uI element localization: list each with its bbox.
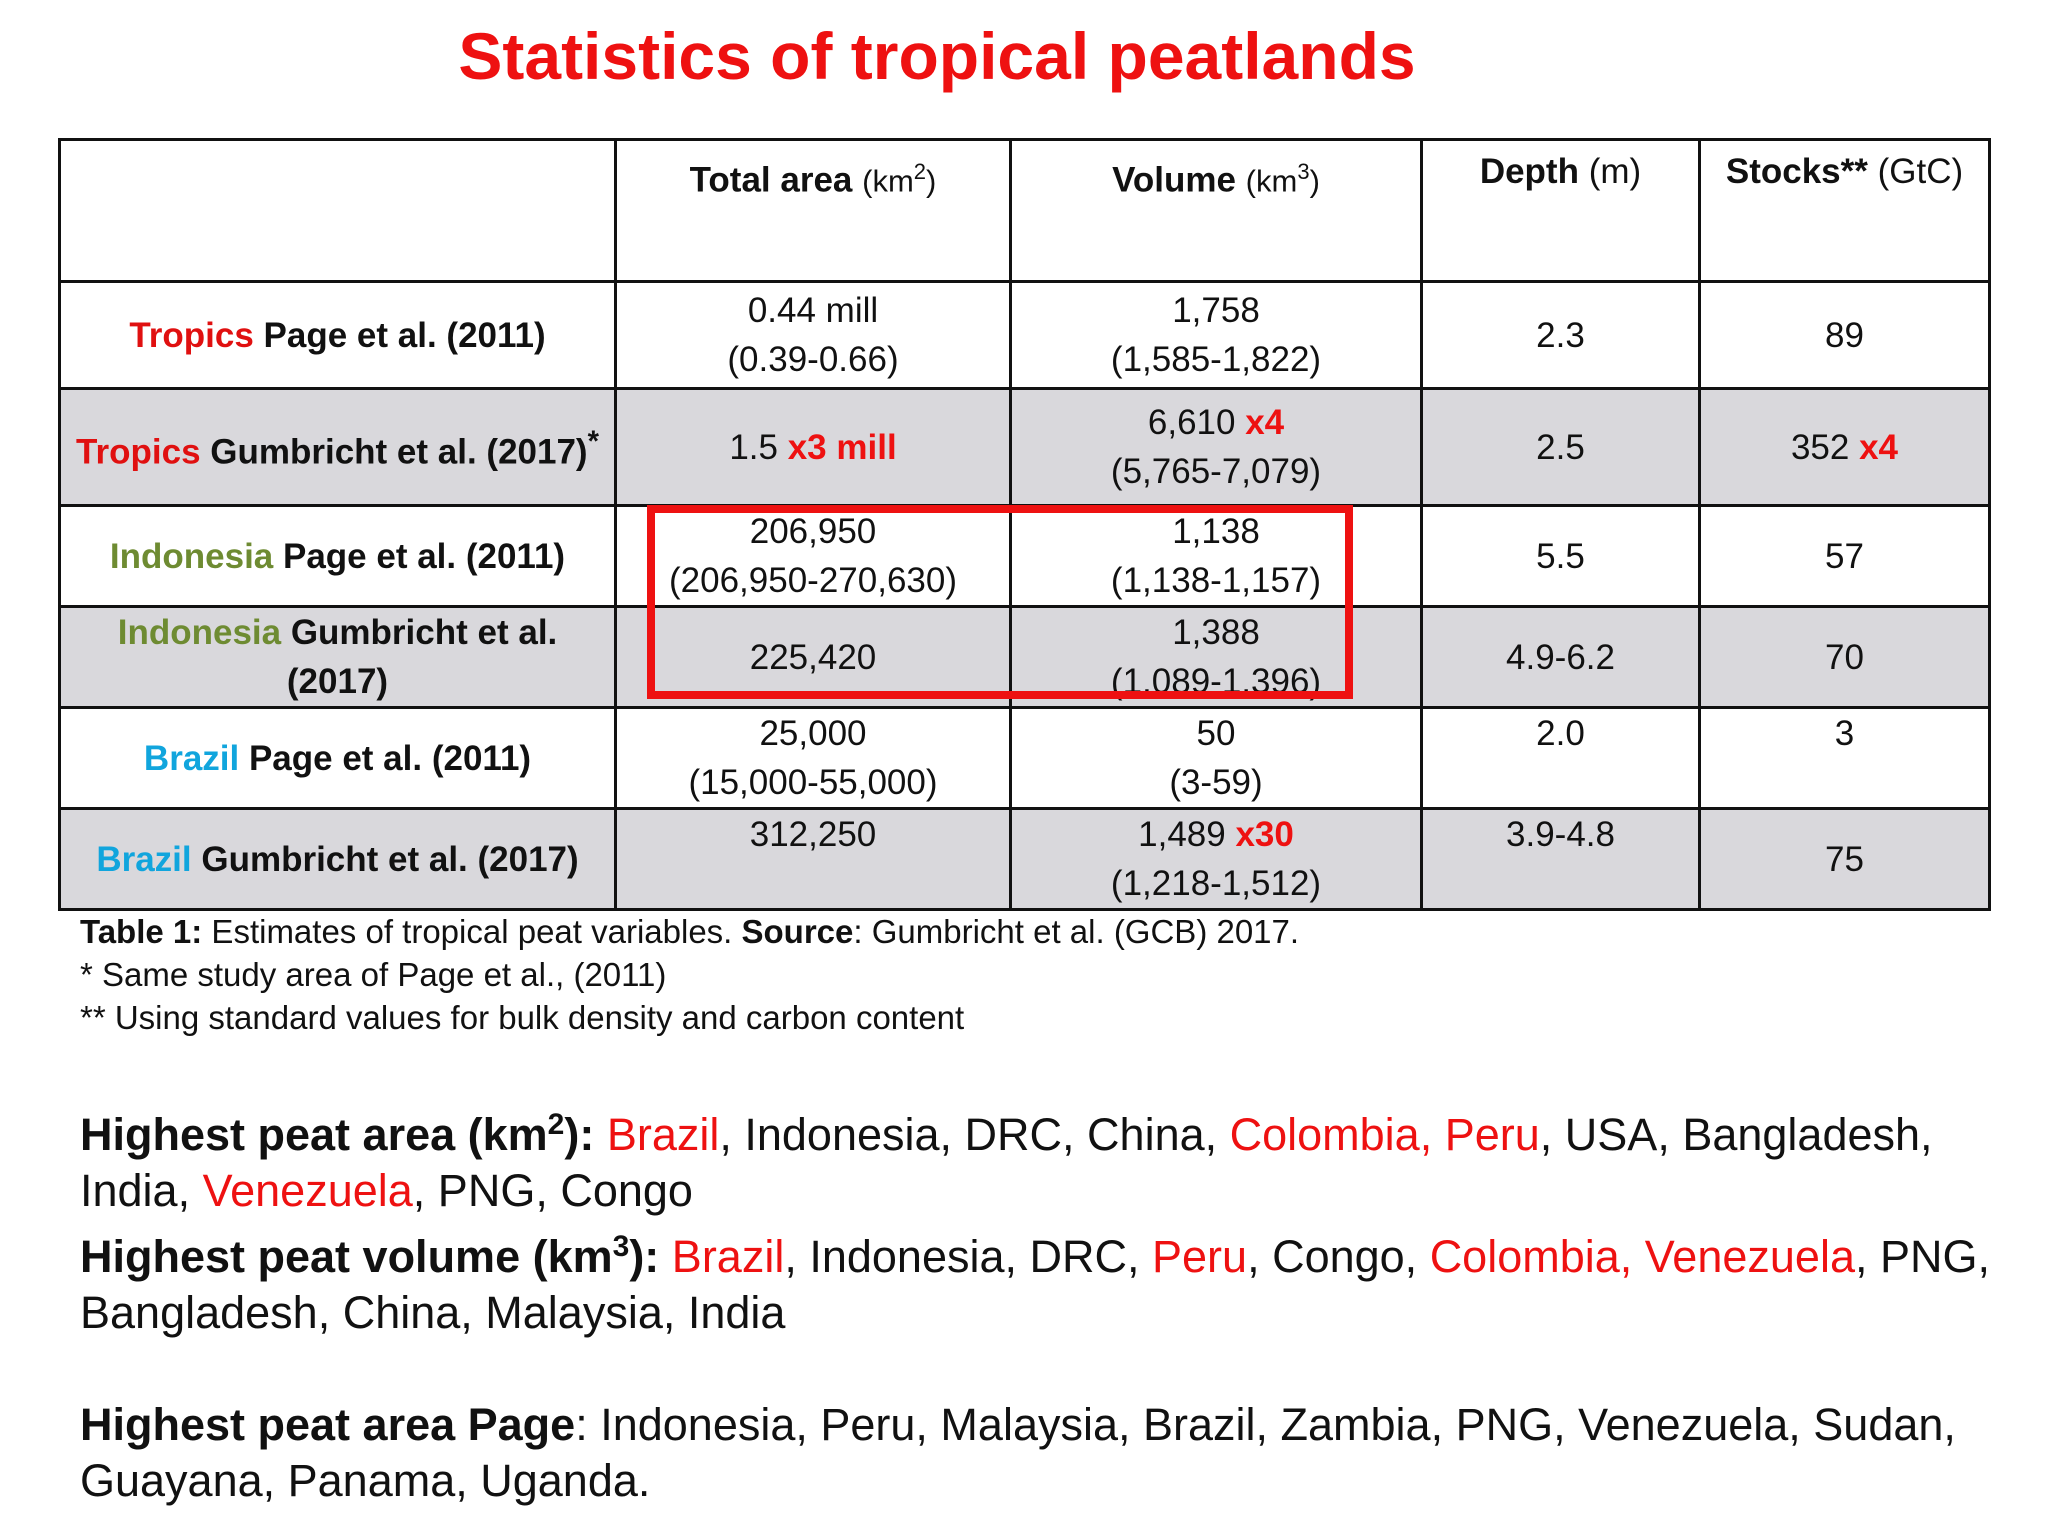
highest-area-page-line: Highest peat area Page: Indonesia, Peru,…: [80, 1399, 1956, 1506]
peat-statistics-table: Total area (km2) Volume (km3) Depth (m) …: [58, 138, 1991, 911]
area-cell: 312,250: [614, 807, 1012, 911]
row-label: Tropics Page et al. (2011): [58, 280, 617, 390]
table-row: Brazil Page et al. (2011) 25,000 (15,000-…: [58, 706, 1991, 810]
volume-cell: 1,138 (1,138-1,157): [1009, 504, 1423, 608]
stocks-cell: 57: [1698, 504, 1991, 608]
area-cell: 1.5 x3 mill: [614, 387, 1012, 507]
footnote-1: * Same study area of Page et al., (2011): [80, 956, 667, 993]
row-label: Brazil Gumbricht et al. (2017): [58, 807, 617, 911]
header-row: Total area (km2) Volume (km3) Depth (m) …: [58, 138, 1991, 283]
page-title: Statistics of tropical peatlands: [458, 19, 1416, 93]
header-total-area: Total area (km2): [614, 138, 1012, 283]
depth-cell: 4.9-6.2: [1420, 605, 1701, 709]
header-volume: Volume (km3): [1009, 138, 1423, 283]
summary-text: Highest peat area (km2): Brazil, Indones…: [80, 1097, 2020, 1509]
row-label: Indonesia Gumbricht et al. (2017): [58, 605, 617, 709]
header-empty: [58, 138, 617, 283]
depth-cell: 3.9-4.8: [1420, 807, 1701, 911]
table-caption: Table 1: Estimates of tropical peat vari…: [80, 910, 1299, 1039]
depth-cell: 2.0: [1420, 706, 1701, 810]
row-label: Brazil Page et al. (2011): [58, 706, 617, 810]
depth-cell: 2.3: [1420, 280, 1701, 390]
table-row: Brazil Gumbricht et al. (2017) 312,250 1…: [58, 807, 1991, 911]
table-row: Tropics Gumbricht et al. (2017)* 1.5 x3 …: [58, 387, 1991, 507]
footnote-2: ** Using standard values for bulk densit…: [80, 999, 965, 1036]
area-cell: 0.44 mill (0.39-0.66): [614, 280, 1012, 390]
volume-cell: 1,758 (1,585-1,822): [1009, 280, 1423, 390]
table-row: Tropics Page et al. (2011) 0.44 mill (0.3…: [58, 280, 1991, 390]
stocks-cell: 352 x4: [1698, 387, 1991, 507]
header-stocks: Stocks** (GtC): [1698, 138, 1991, 283]
row-label: Indonesia Page et al. (2011): [58, 504, 617, 608]
indonesia-highlight-box: [647, 505, 1353, 699]
highest-area-line: Highest peat area (km2): Brazil, Indones…: [80, 1108, 1933, 1216]
volume-cell: 1,489 x30 (1,218-1,512): [1009, 807, 1423, 911]
stocks-cell: 70: [1698, 605, 1991, 709]
stocks-cell: 3: [1698, 706, 1991, 810]
caption-line: Table 1: Estimates of tropical peat vari…: [80, 913, 1300, 950]
stocks-cell: 75: [1698, 807, 1991, 911]
depth-cell: 5.5: [1420, 504, 1701, 608]
volume-cell: 6,610 x4 (5,765-7,079): [1009, 387, 1423, 507]
area-cell: 206,950 (206,950-270,630): [614, 504, 1012, 608]
header-depth: Depth (m): [1420, 138, 1701, 283]
table-row: Indonesia Page et al. (2011) 206,950 (206…: [58, 504, 1991, 608]
depth-cell: 2.5: [1420, 387, 1701, 507]
volume-cell: 50 (3-59): [1009, 706, 1423, 810]
area-cell: 25,000 (15,000-55,000): [614, 706, 1012, 810]
stocks-cell: 89: [1698, 280, 1991, 390]
highest-volume-line: Highest peat volume (km3): Brazil, Indon…: [80, 1230, 1990, 1338]
row-label: Tropics Gumbricht et al. (2017)*: [58, 387, 617, 507]
